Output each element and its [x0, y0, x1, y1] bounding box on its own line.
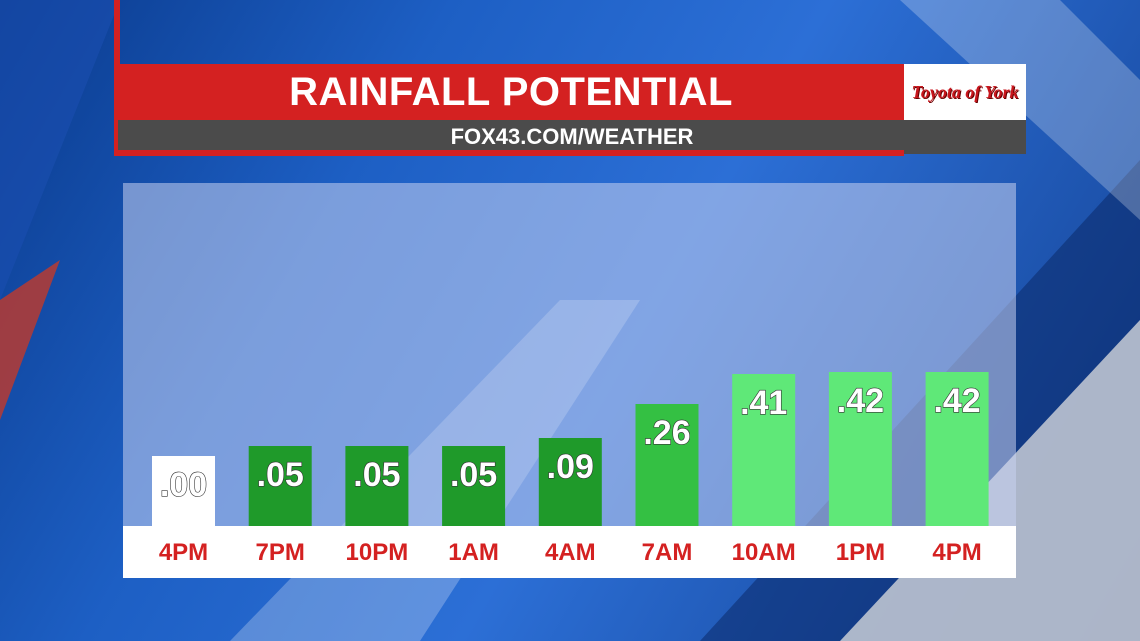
sponsor-logo-text: Toyota of York [911, 81, 1019, 102]
bar-4 [538, 438, 602, 526]
bar-value-label: .42 [933, 382, 980, 420]
x-tick-label: 7PM [256, 539, 305, 566]
bar-6 [732, 374, 796, 526]
bar-2 [345, 446, 409, 526]
bar-value-label: .00 [160, 466, 207, 504]
bar-value-label: .05 [257, 456, 304, 494]
bar-value-label: .26 [643, 414, 690, 452]
x-tick-label: 1PM [836, 539, 885, 566]
x-tick-label: 4PM [159, 539, 208, 566]
x-tick-label: 4AM [545, 539, 596, 566]
chart-title: RAINFALL POTENTIAL [118, 64, 904, 120]
bar-7 [828, 372, 892, 526]
x-tick-label: 1AM [448, 539, 499, 566]
x-axis-strip [123, 526, 1016, 578]
bar-value-label: .41 [740, 384, 787, 422]
bar-value-label: .09 [547, 448, 594, 486]
bar-0 [152, 456, 215, 526]
x-tick-label: 7AM [642, 539, 693, 566]
bar-value-label: .05 [450, 456, 497, 494]
chart-subtitle: FOX43.COM/WEATHER [118, 120, 1026, 154]
bar-value-label: .05 [353, 456, 400, 494]
bar-8 [925, 372, 989, 526]
bar-1 [248, 446, 312, 526]
header-red-underline [114, 150, 904, 156]
bar-value-label: .42 [837, 382, 884, 420]
bar-3 [442, 446, 506, 526]
bar-5 [635, 404, 699, 526]
x-tick-label: 10AM [732, 539, 796, 566]
sponsor-logo: Toyota of York [904, 64, 1026, 120]
x-tick-label: 4PM [932, 539, 981, 566]
x-tick-label: 10PM [346, 539, 409, 566]
header-red-accent [114, 0, 120, 155]
